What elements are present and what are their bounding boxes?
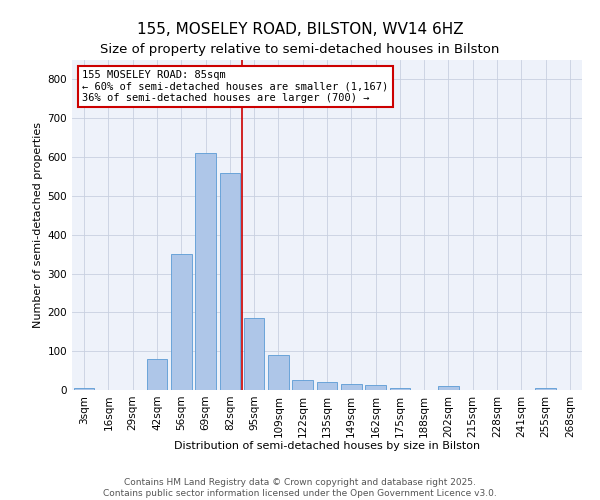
Bar <box>195 153 216 390</box>
Bar <box>292 380 313 390</box>
Bar <box>220 172 240 390</box>
Bar <box>146 359 167 390</box>
Text: Contains HM Land Registry data © Crown copyright and database right 2025.
Contai: Contains HM Land Registry data © Crown c… <box>103 478 497 498</box>
X-axis label: Distribution of semi-detached houses by size in Bilston: Distribution of semi-detached houses by … <box>174 441 480 451</box>
Bar <box>365 385 386 390</box>
Bar <box>171 254 191 390</box>
Bar <box>389 388 410 390</box>
Bar <box>268 355 289 390</box>
Text: 155, MOSELEY ROAD, BILSTON, WV14 6HZ: 155, MOSELEY ROAD, BILSTON, WV14 6HZ <box>137 22 463 38</box>
Bar <box>74 388 94 390</box>
Y-axis label: Number of semi-detached properties: Number of semi-detached properties <box>34 122 43 328</box>
Text: Size of property relative to semi-detached houses in Bilston: Size of property relative to semi-detach… <box>100 42 500 56</box>
Bar <box>341 384 362 390</box>
Text: 155 MOSELEY ROAD: 85sqm
← 60% of semi-detached houses are smaller (1,167)
36% of: 155 MOSELEY ROAD: 85sqm ← 60% of semi-de… <box>82 70 388 103</box>
Bar <box>317 382 337 390</box>
Bar <box>244 318 265 390</box>
Bar <box>535 388 556 390</box>
Bar <box>438 386 459 390</box>
